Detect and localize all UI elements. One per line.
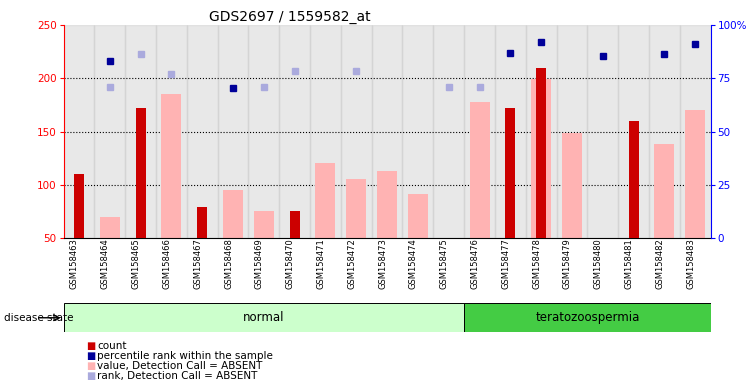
Bar bbox=[531, 79, 551, 238]
Text: GSM158465: GSM158465 bbox=[132, 238, 141, 289]
Bar bbox=[408, 194, 428, 238]
Text: disease state: disease state bbox=[4, 313, 73, 323]
Text: ■: ■ bbox=[86, 351, 95, 361]
Bar bbox=[526, 25, 557, 238]
Bar bbox=[470, 102, 489, 238]
Bar bbox=[618, 25, 649, 238]
Bar bbox=[536, 68, 546, 238]
Bar bbox=[680, 25, 711, 238]
Text: GSM158468: GSM158468 bbox=[224, 238, 233, 289]
Text: GSM158480: GSM158480 bbox=[594, 238, 603, 289]
Text: GSM158471: GSM158471 bbox=[316, 238, 325, 289]
Text: GDS2697 / 1559582_at: GDS2697 / 1559582_at bbox=[209, 10, 371, 23]
Text: GSM158478: GSM158478 bbox=[532, 238, 541, 289]
Bar bbox=[279, 25, 310, 238]
Text: ■: ■ bbox=[86, 341, 95, 351]
Bar bbox=[587, 25, 618, 238]
Bar bbox=[94, 25, 125, 238]
Bar bbox=[464, 303, 711, 332]
Text: percentile rank within the sample: percentile rank within the sample bbox=[97, 351, 273, 361]
Bar bbox=[254, 212, 274, 238]
Bar bbox=[464, 25, 495, 238]
Text: normal: normal bbox=[243, 311, 284, 324]
Text: value, Detection Call = ABSENT: value, Detection Call = ABSENT bbox=[97, 361, 263, 371]
Bar bbox=[223, 190, 243, 238]
Bar bbox=[316, 164, 336, 238]
Bar bbox=[64, 303, 464, 332]
Text: teratozoospermia: teratozoospermia bbox=[535, 311, 640, 324]
Bar bbox=[310, 25, 341, 238]
Bar bbox=[162, 94, 182, 238]
Text: GSM158474: GSM158474 bbox=[409, 238, 418, 289]
Bar bbox=[495, 25, 526, 238]
Bar bbox=[506, 108, 515, 238]
Bar bbox=[341, 25, 372, 238]
Bar bbox=[64, 25, 94, 238]
Bar bbox=[125, 25, 156, 238]
Bar bbox=[346, 179, 367, 238]
Text: rank, Detection Call = ABSENT: rank, Detection Call = ABSENT bbox=[97, 371, 257, 381]
Bar bbox=[654, 144, 675, 238]
Text: GSM158476: GSM158476 bbox=[470, 238, 479, 289]
Bar bbox=[135, 108, 146, 238]
Text: GSM158481: GSM158481 bbox=[625, 238, 634, 289]
Text: GSM158479: GSM158479 bbox=[563, 238, 572, 289]
Bar bbox=[248, 25, 279, 238]
Bar bbox=[372, 25, 402, 238]
Text: GSM158464: GSM158464 bbox=[101, 238, 110, 289]
Bar bbox=[557, 25, 587, 238]
Text: GSM158463: GSM158463 bbox=[70, 238, 79, 289]
Bar bbox=[562, 132, 582, 238]
Bar bbox=[402, 25, 433, 238]
Text: ■: ■ bbox=[86, 361, 95, 371]
Bar bbox=[433, 25, 464, 238]
Bar bbox=[377, 171, 397, 238]
Text: GSM158472: GSM158472 bbox=[347, 238, 356, 289]
Text: GSM158469: GSM158469 bbox=[255, 238, 264, 289]
Bar bbox=[156, 25, 187, 238]
Text: GSM158466: GSM158466 bbox=[162, 238, 171, 289]
Bar bbox=[289, 212, 300, 238]
Bar bbox=[99, 217, 120, 238]
Text: GSM158477: GSM158477 bbox=[501, 238, 510, 289]
Text: GSM158482: GSM158482 bbox=[655, 238, 664, 289]
Bar bbox=[628, 121, 639, 238]
Text: GSM158470: GSM158470 bbox=[286, 238, 295, 289]
Bar bbox=[187, 25, 218, 238]
Text: ■: ■ bbox=[86, 371, 95, 381]
Text: count: count bbox=[97, 341, 126, 351]
Text: GSM158483: GSM158483 bbox=[686, 238, 695, 289]
Bar bbox=[197, 207, 207, 238]
Text: GSM158467: GSM158467 bbox=[193, 238, 202, 289]
Bar bbox=[685, 110, 705, 238]
Bar bbox=[74, 174, 84, 238]
Text: GSM158473: GSM158473 bbox=[378, 238, 387, 289]
Bar bbox=[218, 25, 248, 238]
Text: GSM158475: GSM158475 bbox=[440, 238, 449, 289]
Bar bbox=[649, 25, 680, 238]
